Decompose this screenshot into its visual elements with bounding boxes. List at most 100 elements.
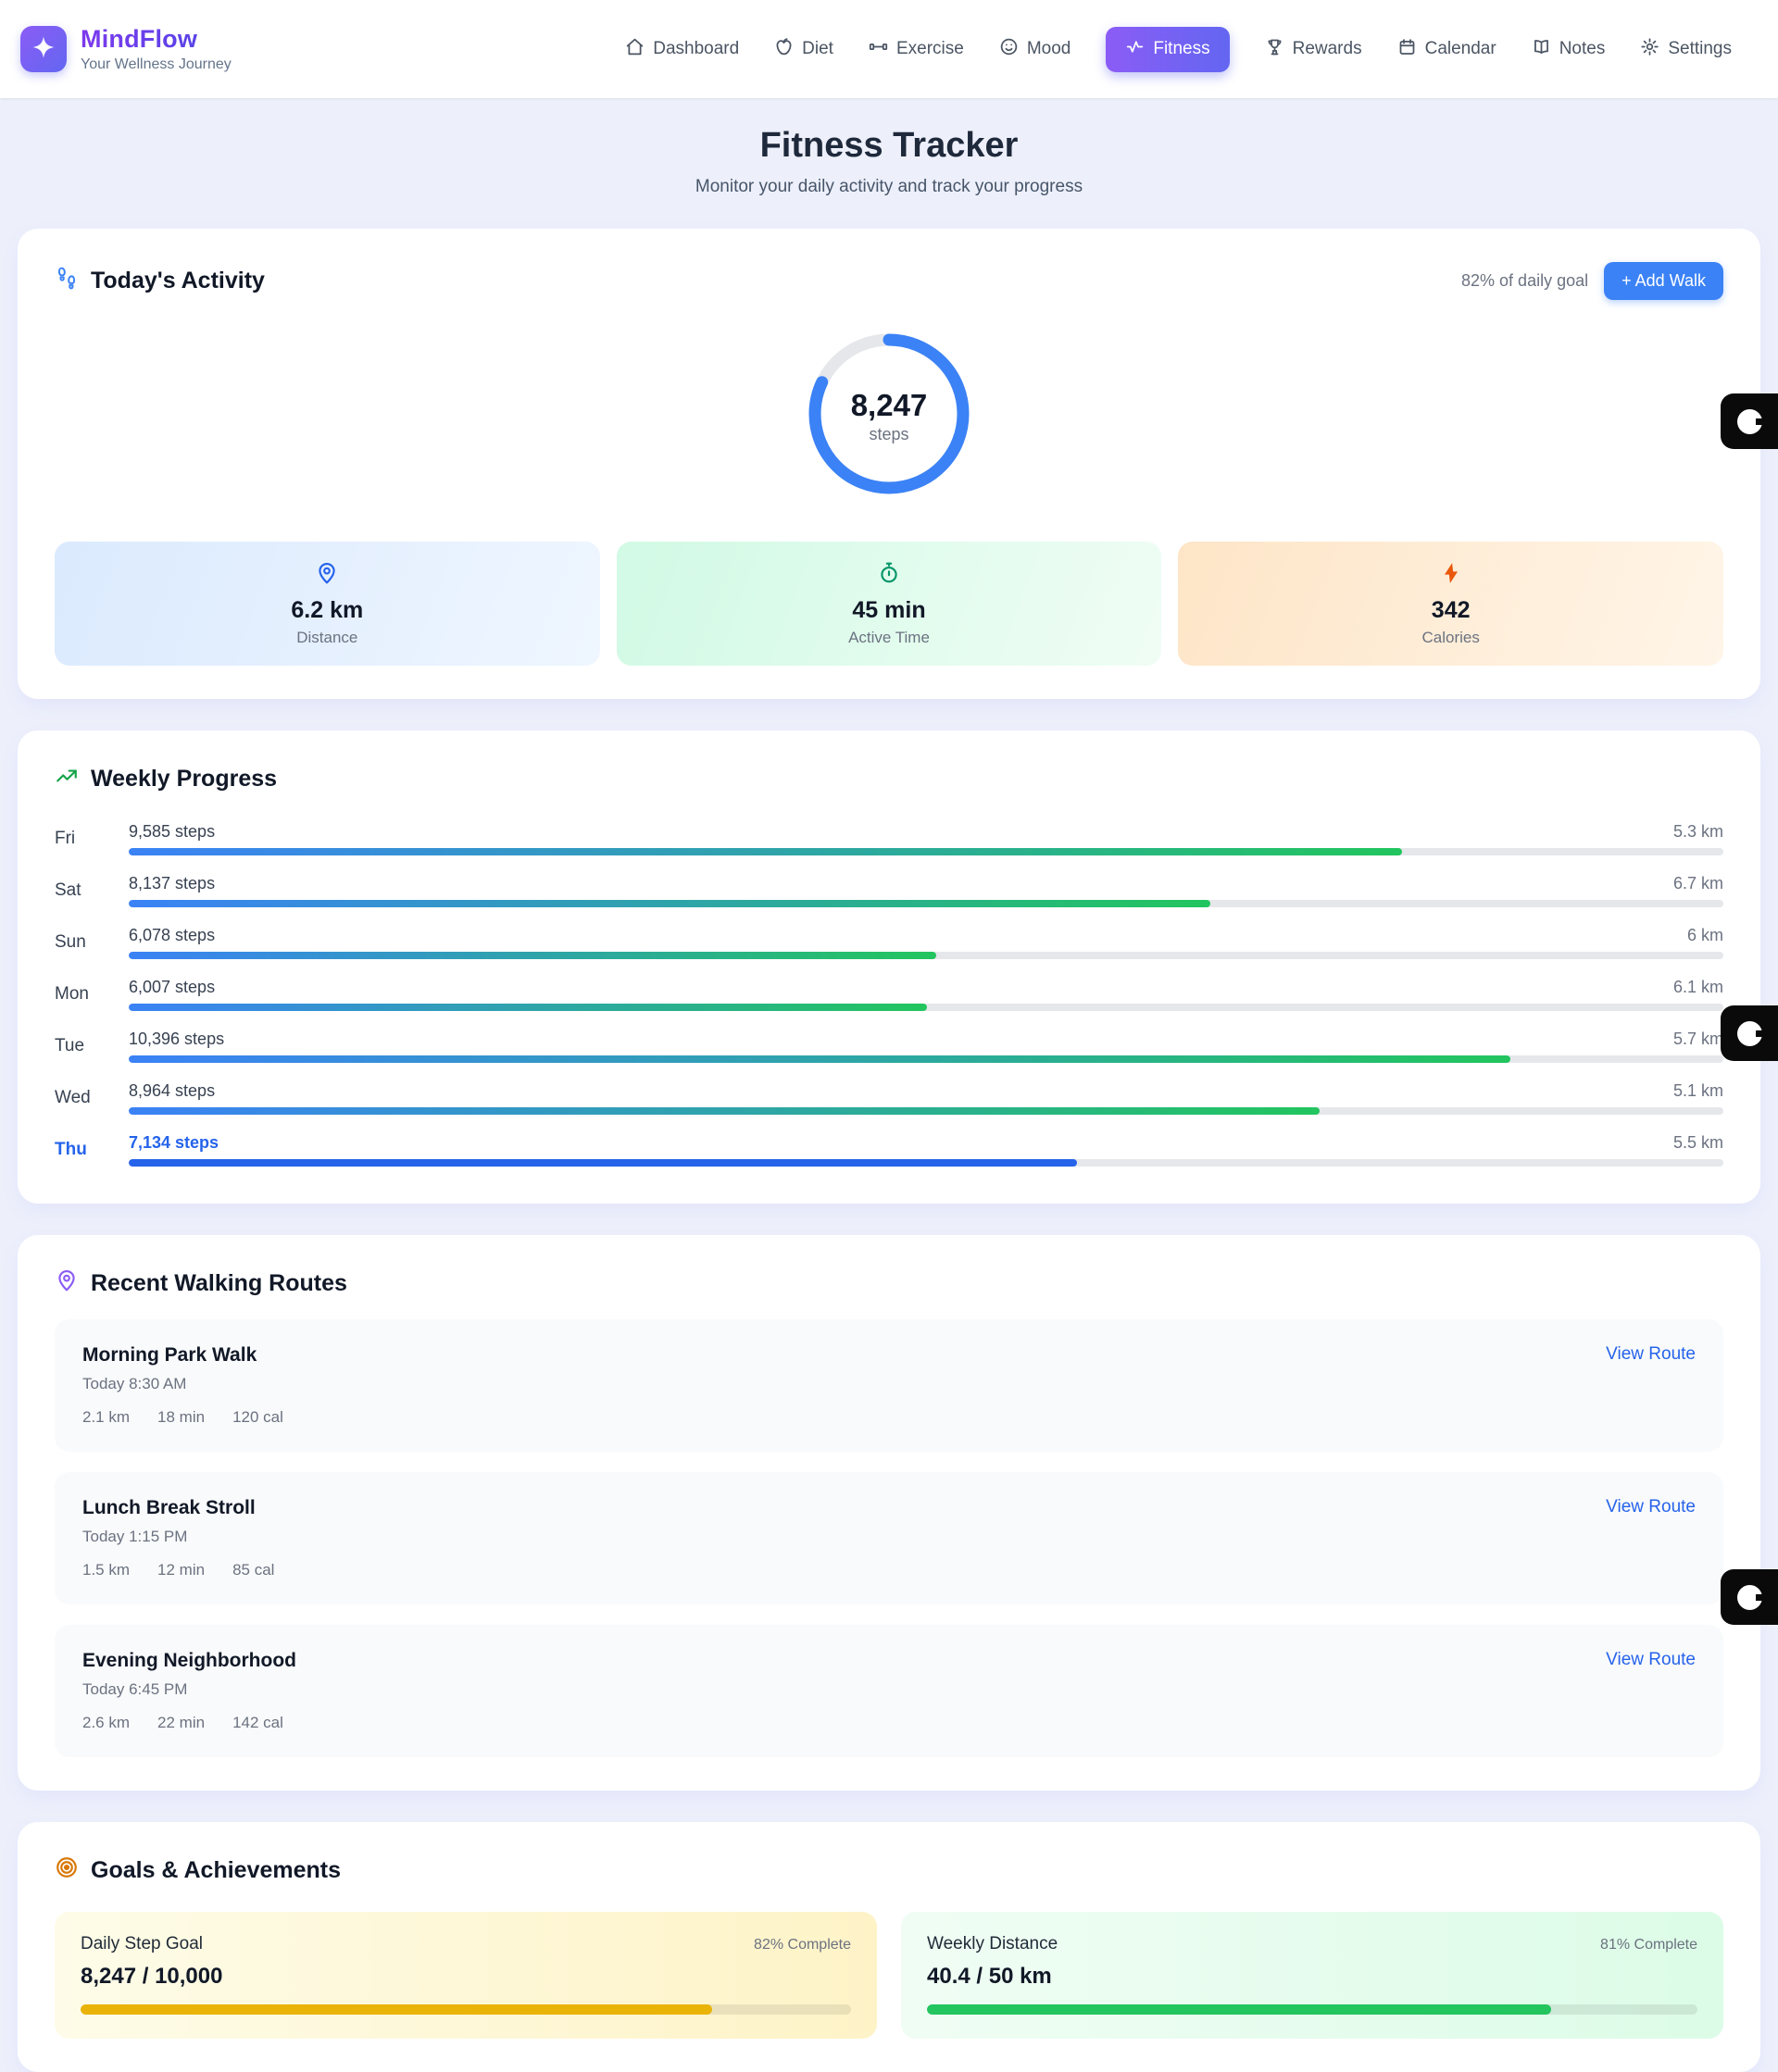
weekly-rows: Fri 9,585 steps 5.3 km Sat 8,137 steps 6… bbox=[55, 822, 1723, 1167]
weekly-progress-card: Weekly Progress Fri 9,585 steps 5.3 km S… bbox=[18, 730, 1760, 1204]
distance-label: Distance bbox=[296, 628, 358, 646]
overlay-widget[interactable] bbox=[1721, 393, 1778, 449]
circle-icon bbox=[1736, 1584, 1764, 1610]
steps-label: 8,964 steps bbox=[129, 1081, 216, 1100]
target-icon bbox=[55, 1855, 79, 1886]
timer-icon bbox=[877, 561, 901, 593]
route-time: Today 6:45 PM bbox=[82, 1680, 188, 1698]
steps-bar-track bbox=[129, 900, 1723, 907]
route-item-morning-park-walk: Morning Park Walk View Route Today 8:30 … bbox=[55, 1319, 1723, 1452]
nav-item-notes[interactable]: Notes bbox=[1532, 37, 1605, 62]
steps-label: 8,137 steps bbox=[129, 874, 216, 892]
nav-label: Fitness bbox=[1153, 39, 1210, 58]
goal-bar-track bbox=[81, 2004, 851, 2015]
day-label: Wed bbox=[55, 1088, 91, 1107]
nav-item-dashboard[interactable]: Dashboard bbox=[625, 37, 739, 62]
goal-complete-text: 81% Complete bbox=[1600, 1937, 1697, 1953]
weekly-progress-title: Weekly Progress bbox=[55, 764, 1723, 794]
goal-bar-track bbox=[927, 2004, 1697, 2015]
steps-label: 7,134 steps bbox=[129, 1133, 219, 1152]
calories-value: 342 bbox=[1431, 596, 1471, 623]
overlay-widget[interactable] bbox=[1721, 1005, 1778, 1061]
goal-value: 8,247 / 10,000 bbox=[81, 1964, 223, 1989]
distance-label: 6.7 km bbox=[1672, 874, 1723, 892]
goals-card: Goals & Achievements Daily Step Goal 82%… bbox=[18, 1822, 1760, 2072]
steps-bar-track bbox=[129, 1107, 1723, 1115]
goal-value: 40.4 / 50 km bbox=[927, 1964, 1052, 1989]
weekly-row-tue: Tue 10,396 steps 5.7 km bbox=[55, 1030, 1723, 1063]
steps-bar-track bbox=[129, 848, 1723, 855]
steps-label: 9,585 steps bbox=[129, 822, 216, 841]
steps-unit: steps bbox=[869, 425, 909, 443]
daily-goal-text: 82% of daily goal bbox=[1461, 271, 1589, 290]
steps-bar-track bbox=[129, 1055, 1723, 1063]
app-name: MindFlow bbox=[81, 25, 232, 54]
steps-bar-track bbox=[129, 1159, 1723, 1167]
steps-progress-ring: 8,247 steps bbox=[807, 331, 971, 501]
steps-bar-track bbox=[129, 1004, 1723, 1011]
calories-stat-card: 342 Calories bbox=[1178, 542, 1723, 666]
steps-bar-fill bbox=[129, 1159, 1077, 1167]
distance-label: 5.1 km bbox=[1672, 1081, 1723, 1100]
route-calories: 120 cal bbox=[232, 1408, 283, 1426]
goal-complete-text: 82% Complete bbox=[754, 1937, 851, 1953]
card-title-text: Weekly Progress bbox=[91, 766, 278, 792]
distance-label: 5.7 km bbox=[1672, 1030, 1723, 1048]
activity-icon bbox=[1125, 37, 1145, 62]
steps-bar-track bbox=[129, 952, 1723, 959]
nav-item-diet[interactable]: Diet bbox=[774, 37, 833, 62]
route-duration: 18 min bbox=[157, 1408, 206, 1426]
view-route-link[interactable]: View Route bbox=[1606, 1650, 1696, 1669]
goal-bar-fill bbox=[81, 2004, 713, 2015]
nav-label: Diet bbox=[802, 39, 833, 58]
gear-icon bbox=[1640, 37, 1659, 62]
distance-label: 5.5 km bbox=[1672, 1133, 1723, 1152]
trending-up-icon bbox=[55, 764, 79, 794]
view-route-link[interactable]: View Route bbox=[1606, 1497, 1696, 1517]
nav-item-settings[interactable]: Settings bbox=[1640, 37, 1732, 62]
day-label: Thu bbox=[55, 1140, 87, 1159]
steps-bar-fill bbox=[129, 952, 937, 959]
nav-item-mood[interactable]: Mood bbox=[999, 37, 1071, 62]
route-time: Today 8:30 AM bbox=[82, 1375, 187, 1392]
main-nav: Dashboard Diet Exercise Mood Fitness Rew… bbox=[625, 26, 1732, 72]
route-duration: 22 min bbox=[157, 1714, 206, 1731]
apple-icon bbox=[774, 37, 794, 62]
nav-item-fitness[interactable]: Fitness bbox=[1106, 26, 1230, 72]
route-item-lunch-break-stroll: Lunch Break Stroll View Route Today 1:15… bbox=[55, 1472, 1723, 1604]
circle-icon bbox=[1736, 1020, 1764, 1046]
day-label: Fri bbox=[55, 829, 76, 848]
nav-label: Exercise bbox=[895, 39, 964, 58]
steps-label: 6,078 steps bbox=[129, 926, 216, 944]
steps-progress-arc bbox=[808, 333, 970, 494]
nav-label: Mood bbox=[1026, 39, 1071, 58]
nav-item-calendar[interactable]: Calendar bbox=[1397, 37, 1496, 62]
map-pin-icon bbox=[315, 561, 339, 593]
calendar-icon bbox=[1397, 37, 1417, 62]
route-distance: 2.1 km bbox=[82, 1408, 131, 1426]
weekly-row-sat: Sat 8,137 steps 6.7 km bbox=[55, 874, 1723, 907]
sparkle-icon bbox=[31, 34, 56, 65]
dumbbell-icon bbox=[869, 37, 888, 62]
nav-label: Settings bbox=[1668, 39, 1732, 58]
trophy-icon bbox=[1265, 37, 1284, 62]
todays-activity-title: Today's Activity bbox=[55, 266, 265, 296]
brand-text: MindFlow Your Wellness Journey bbox=[81, 25, 232, 73]
overlay-widget[interactable] bbox=[1721, 1569, 1778, 1625]
route-name: Evening Neighborhood bbox=[82, 1650, 296, 1671]
goal-name: Weekly Distance bbox=[927, 1934, 1058, 1953]
card-title-text: Recent Walking Routes bbox=[91, 1270, 347, 1296]
view-route-link[interactable]: View Route bbox=[1606, 1344, 1696, 1364]
page-head: Fitness Tracker Monitor your daily activ… bbox=[18, 126, 1760, 197]
book-icon bbox=[1532, 37, 1551, 62]
app-logo[interactable] bbox=[20, 26, 67, 72]
nav-item-exercise[interactable]: Exercise bbox=[869, 37, 964, 62]
goals-title: Goals & Achievements bbox=[55, 1855, 1723, 1886]
nav-item-rewards[interactable]: Rewards bbox=[1265, 37, 1362, 62]
map-pin-icon bbox=[55, 1268, 79, 1299]
footprints-icon bbox=[55, 266, 79, 296]
page-subtitle: Monitor your daily activity and track yo… bbox=[695, 177, 1083, 196]
steps-count: 8,247 bbox=[850, 388, 928, 422]
add-walk-button[interactable]: + Add Walk bbox=[1604, 262, 1723, 300]
steps-label: 6,007 steps bbox=[129, 978, 216, 996]
